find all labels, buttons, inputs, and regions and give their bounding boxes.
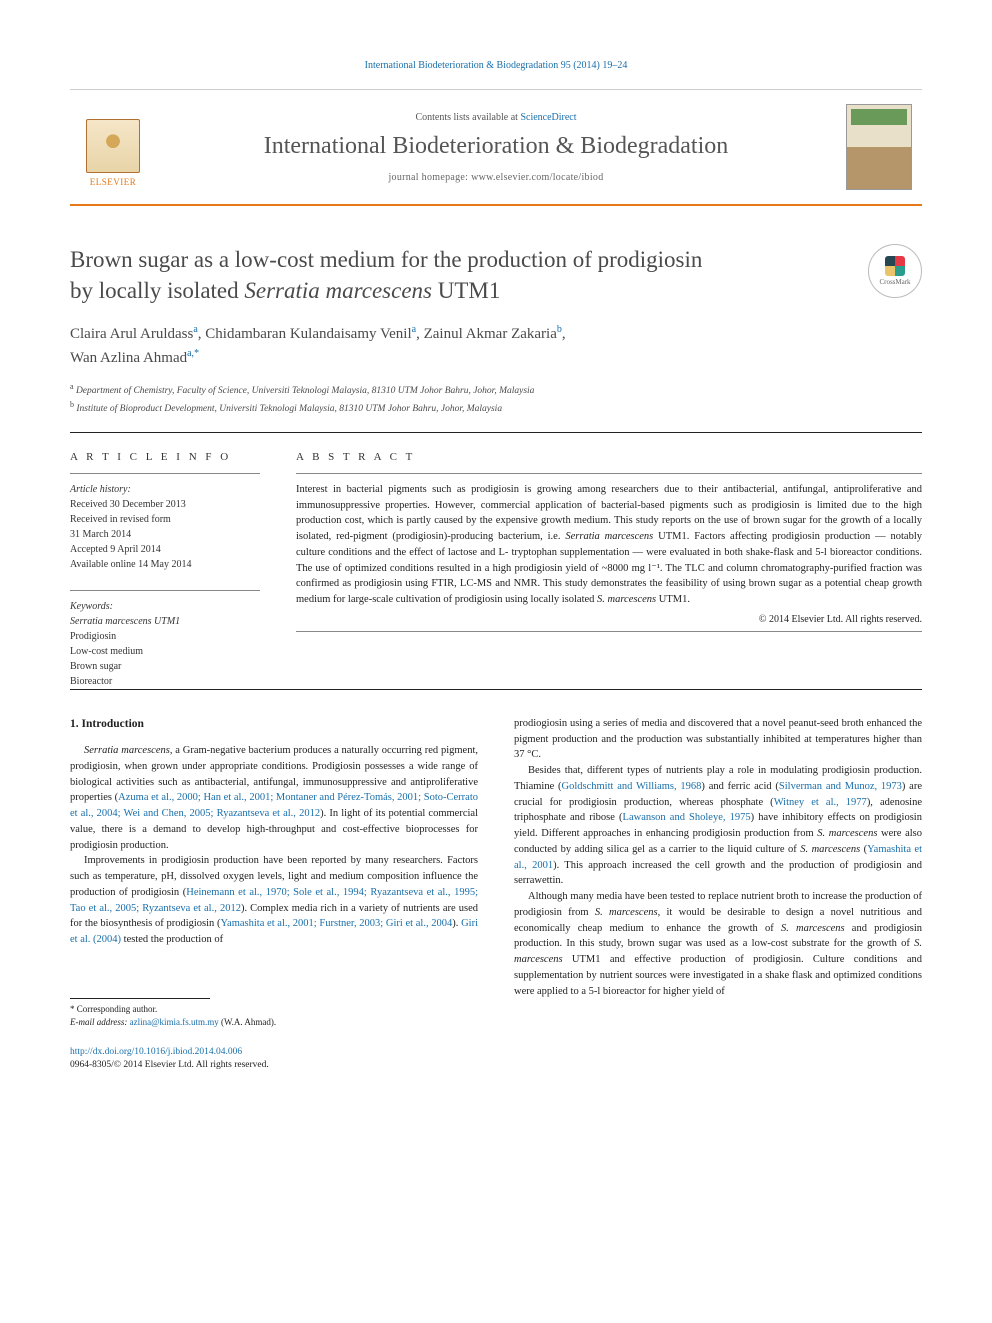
intro-p5: Although many media have been tested to …	[514, 889, 922, 999]
left-column: 1. Introduction Serratia marcescens, a G…	[70, 716, 478, 1028]
divider	[70, 432, 922, 433]
footnote-divider	[70, 998, 210, 999]
title-species: Serratia marcescens	[244, 278, 432, 303]
title-line1: Brown sugar as a low-cost medium for the…	[70, 247, 702, 272]
article-history: Article history: Received 30 December 20…	[70, 482, 260, 572]
crossmark-label: CrossMark	[879, 278, 910, 286]
author-3[interactable]: Zainul Akmar Zakaria	[424, 326, 557, 342]
corr-email-person: (W.A. Ahmad).	[221, 1017, 276, 1027]
email-label: E-mail address:	[70, 1017, 127, 1027]
doi-link[interactable]: http://dx.doi.org/10.1016/j.ibiod.2014.0…	[70, 1047, 242, 1057]
online-date: Available online 14 May 2014	[70, 559, 191, 570]
author-4[interactable]: Wan Azlina Ahmad	[70, 350, 187, 366]
issn-copyright: 0964-8305/© 2014 Elsevier Ltd. All right…	[70, 1060, 269, 1070]
publisher-name: ELSEVIER	[90, 177, 137, 187]
sciencedirect-link[interactable]: ScienceDirect	[520, 112, 576, 123]
p2-d: tested the production of	[121, 934, 223, 945]
intro-p4: Besides that, different types of nutrien…	[514, 763, 922, 889]
abstract-text: Interest in bacterial pigments such as p…	[296, 482, 922, 608]
author-3-affil: b	[557, 324, 562, 335]
abstract-heading: A B S T R A C T	[296, 451, 922, 463]
journal-homepage-line: journal homepage: www.elsevier.com/locat…	[166, 172, 826, 183]
keyword-2: Prodigiosin	[70, 629, 260, 644]
p4-ref4[interactable]: Lawanson and Sholeye, 1975	[623, 812, 751, 823]
revised-line2: 31 March 2014	[70, 529, 131, 540]
top-citation: International Biodeterioration & Biodegr…	[70, 60, 922, 71]
p4-b: ) and ferric acid (	[701, 781, 778, 792]
corr-email-link[interactable]: azlina@kimia.fs.utm.my	[130, 1017, 219, 1027]
author-1[interactable]: Claira Arul Aruldass	[70, 326, 193, 342]
elsevier-tree-icon	[86, 119, 140, 173]
abstract-column: A B S T R A C T Interest in bacterial pi…	[296, 451, 922, 689]
title-line2a: by locally isolated	[70, 278, 244, 303]
revised-line1: Received in revised form	[70, 514, 171, 525]
journal-masthead: ELSEVIER Contents lists available at Sci…	[70, 89, 922, 206]
article-info-heading: A R T I C L E I N F O	[70, 451, 260, 463]
right-column: prodiogiosin using a series of media and…	[514, 716, 922, 1028]
homepage-url[interactable]: www.elsevier.com/locate/ibiod	[471, 172, 603, 183]
p4-em2: S. marcescens	[800, 844, 860, 855]
keywords-label: Keywords:	[70, 601, 113, 612]
affiliation-b: Institute of Bioproduct Development, Uni…	[76, 404, 502, 414]
history-label: Article history:	[70, 484, 131, 495]
article-info-column: A R T I C L E I N F O Article history: R…	[70, 451, 260, 689]
p1-species: Serratia marcescens	[84, 745, 170, 756]
keyword-1: Serratia marcescens UTM1	[70, 616, 180, 627]
p5-em1: S. marcescens	[595, 907, 658, 918]
abstract-part-c: UTM1.	[656, 594, 690, 605]
intro-p2: Improvements in prodigiosin production h…	[70, 853, 478, 948]
abstract-species-1: Serratia marcescens	[565, 531, 653, 542]
intro-p1: Serratia marcescens, a Gram-negative bac…	[70, 743, 478, 853]
page-footer: http://dx.doi.org/10.1016/j.ibiod.2014.0…	[70, 1046, 922, 1073]
p4-h: ). This approach increased the cell grow…	[514, 860, 922, 887]
article-title: Brown sugar as a low-cost medium for the…	[70, 244, 848, 306]
keyword-3: Low-cost medium	[70, 644, 260, 659]
publisher-logo[interactable]: ELSEVIER	[80, 107, 146, 187]
corresponding-footnote: * Corresponding author. E-mail address: …	[70, 1003, 478, 1028]
abstract-copyright: © 2014 Elsevier Ltd. All rights reserved…	[296, 614, 922, 625]
intro-heading: 1. Introduction	[70, 716, 478, 733]
p4-ref1[interactable]: Goldschmitt and Williams, 1968	[562, 781, 702, 792]
homepage-prefix: journal homepage:	[388, 172, 471, 183]
accepted-date: Accepted 9 April 2014	[70, 544, 161, 555]
p2-c: ).	[452, 918, 461, 929]
corresponding-marker[interactable]: *	[194, 348, 199, 359]
contents-prefix: Contents lists available at	[415, 112, 520, 123]
affiliation-a: Department of Chemistry, Faculty of Scie…	[76, 386, 535, 396]
divider	[70, 689, 922, 690]
author-2-affil: a	[412, 324, 416, 335]
keywords-block: Keywords: Serratia marcescens UTM1 Prodi…	[70, 599, 260, 689]
p5-d: UTM1 and effective production of prodigi…	[514, 954, 922, 997]
p4-ref2[interactable]: Silverman and Munoz, 1973	[779, 781, 902, 792]
corr-label: * Corresponding author.	[70, 1003, 478, 1016]
contents-available-line: Contents lists available at ScienceDirec…	[166, 112, 826, 123]
author-2[interactable]: Chidambaran Kulandaisamy Venil	[205, 326, 411, 342]
author-list: Claira Arul Aruldassa, Chidambaran Kulan…	[70, 322, 848, 369]
intro-p3: prodiogiosin using a series of media and…	[514, 716, 922, 763]
p2-ref2[interactable]: Yamashita et al., 2001; Furstner, 2003; …	[221, 918, 453, 929]
keyword-4: Brown sugar	[70, 659, 260, 674]
crossmark-icon	[885, 256, 905, 276]
p4-em1: S. marcescens	[817, 828, 877, 839]
author-1-affil: a	[193, 324, 197, 335]
p5-em2: S. marcescens	[781, 923, 845, 934]
journal-cover-thumbnail[interactable]	[846, 104, 912, 190]
keyword-5: Bioreactor	[70, 674, 260, 689]
p4-ref3[interactable]: Witney et al., 1977	[774, 797, 867, 808]
affiliations: a Department of Chemistry, Faculty of Sc…	[70, 381, 848, 416]
abstract-species-2: S. marcescens	[597, 594, 656, 605]
crossmark-badge[interactable]: CrossMark	[868, 244, 922, 298]
journal-name: International Biodeterioration & Biodegr…	[166, 133, 826, 160]
received-date: Received 30 December 2013	[70, 499, 186, 510]
title-line2b: UTM1	[432, 278, 500, 303]
